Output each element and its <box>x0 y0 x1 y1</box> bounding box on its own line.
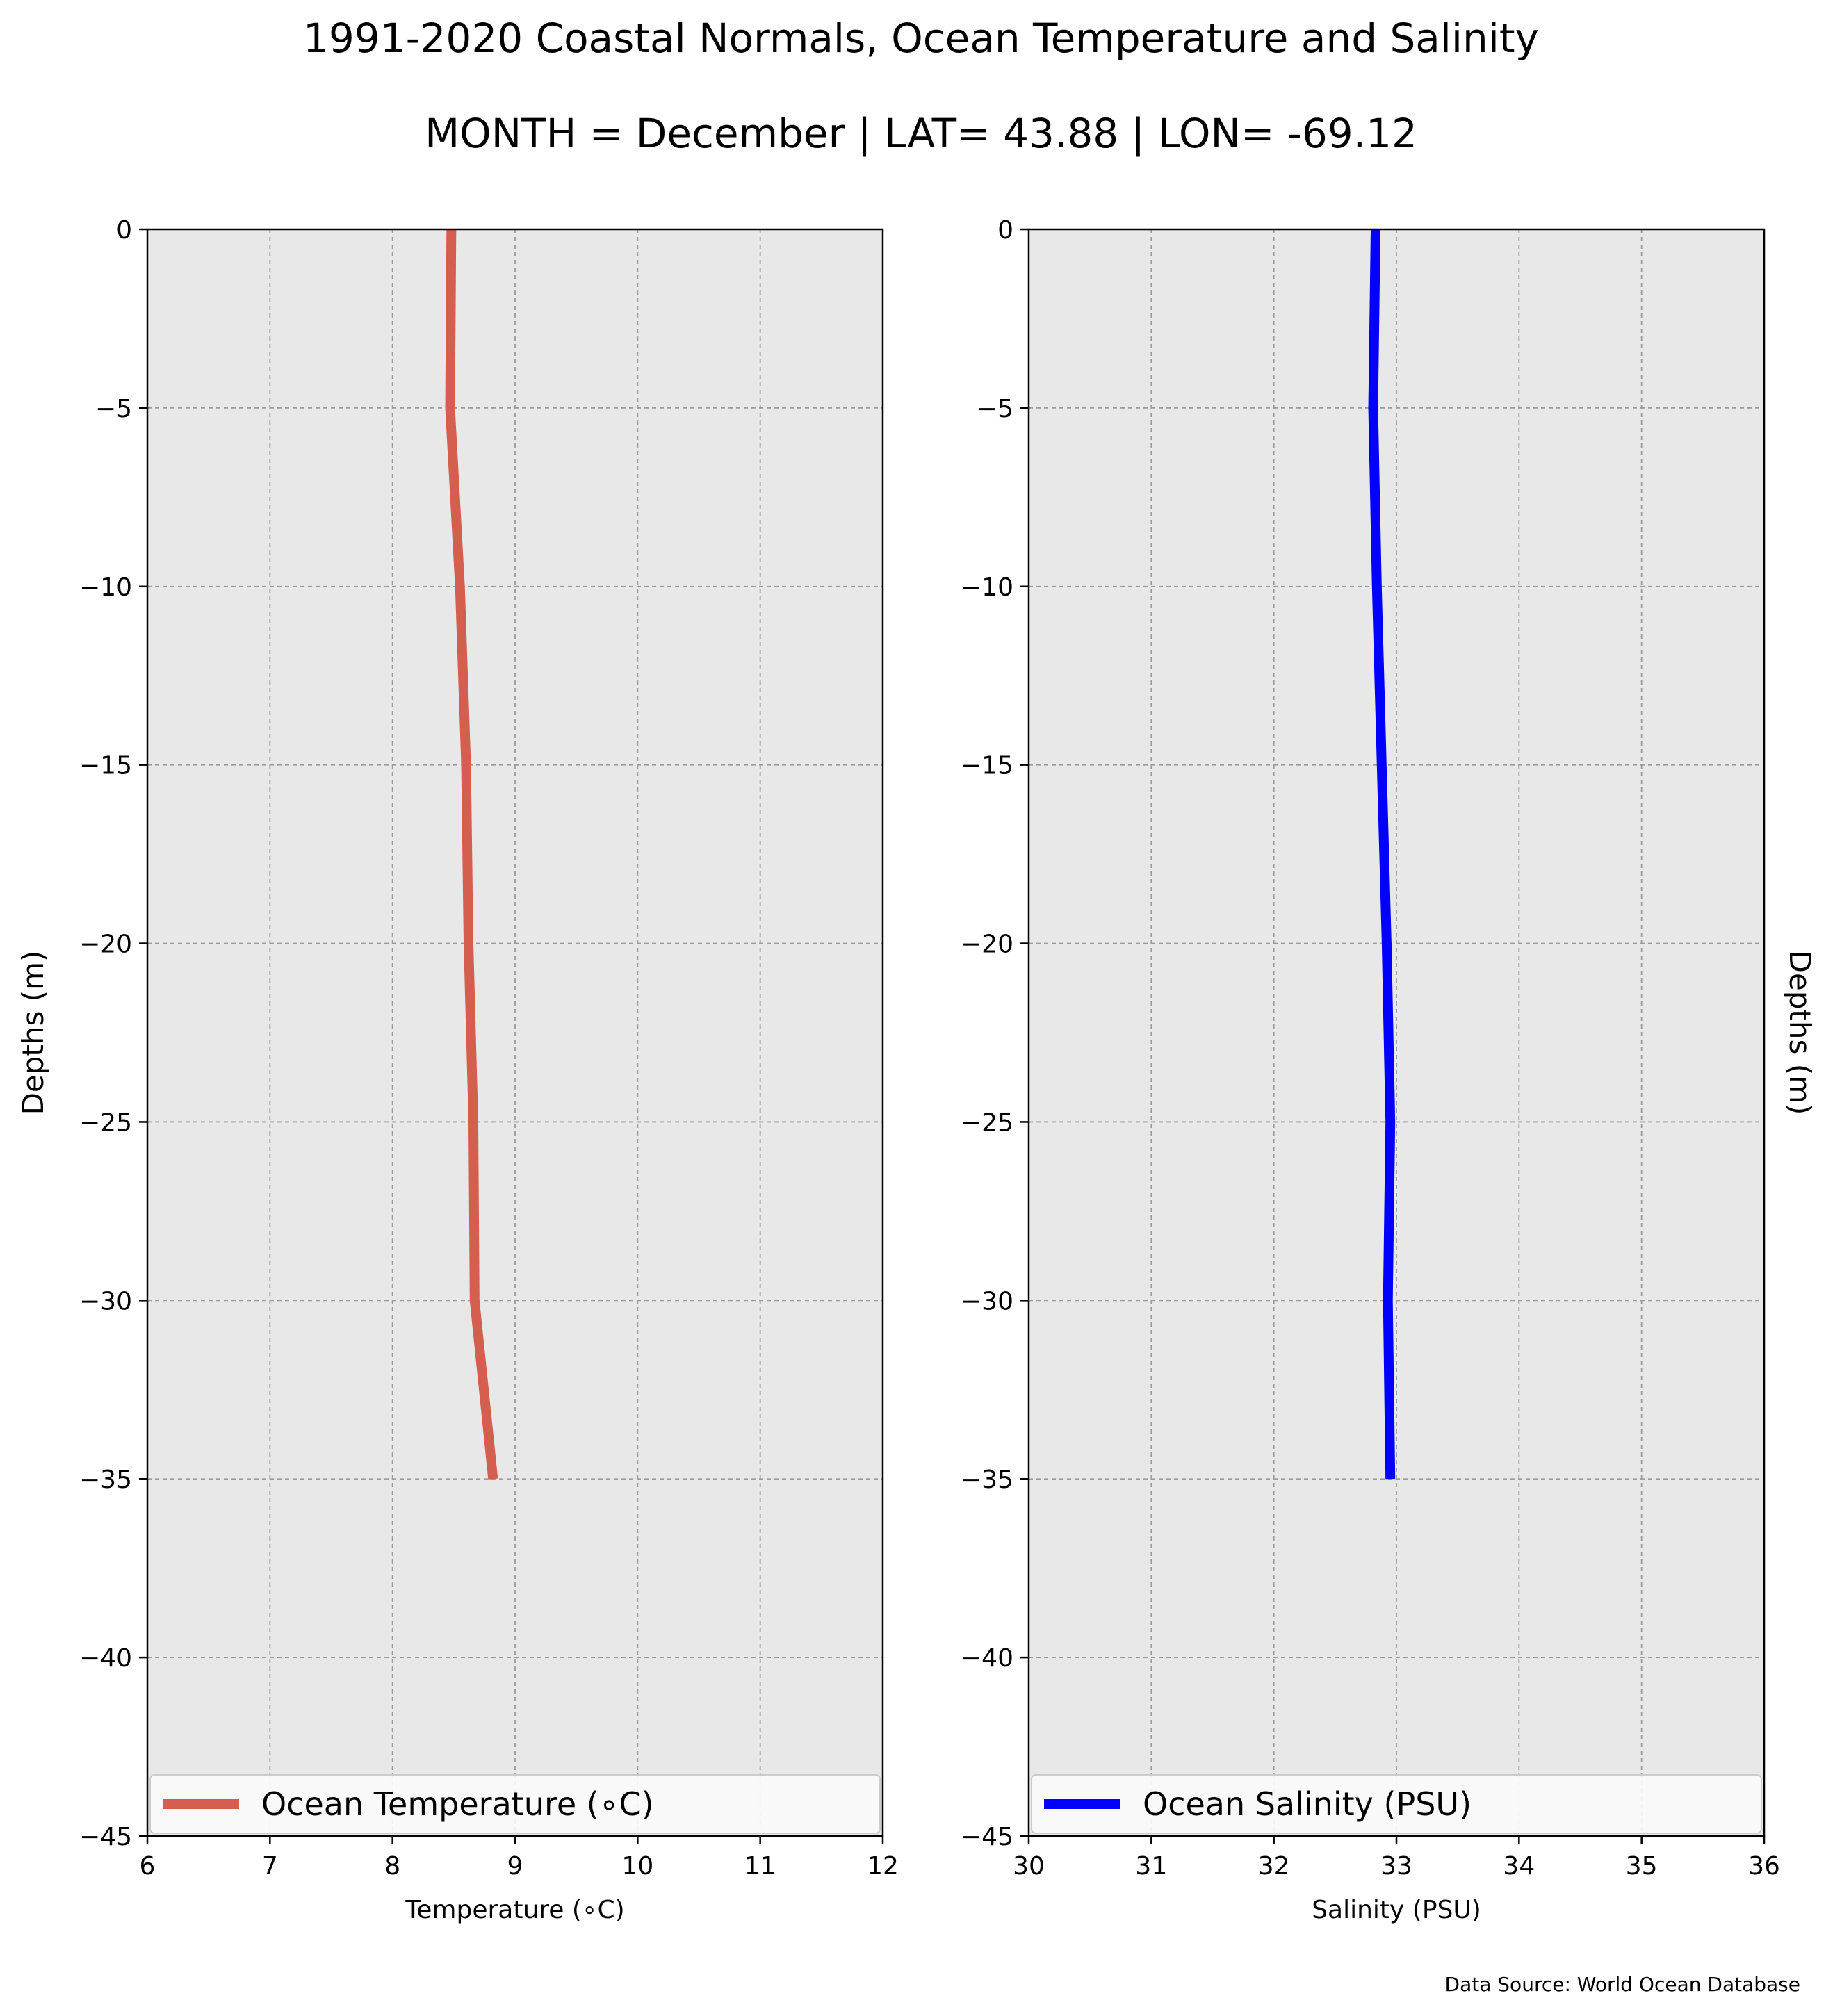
sal-x-tick-label: 30 <box>1013 1852 1045 1880</box>
sal-y-tick-label: −10 <box>961 573 1013 602</box>
sal-x-tick-label: 34 <box>1503 1852 1535 1880</box>
sal-x-tick-label: 35 <box>1626 1852 1658 1880</box>
temp-x-tick-label: 6 <box>140 1852 156 1880</box>
sal-y-tick-label: −5 <box>977 395 1013 423</box>
temperature-panel: 6 7 8 9 10 11 12 0 −5 −10 −15 −20 −25 −30 −35 −40 −45 Tem… <box>16 216 899 1924</box>
sal-y-tick-label: 0 <box>997 216 1013 245</box>
figure-subtitle: MONTH = December | LAT= 43.88 | LON= -69… <box>425 110 1417 157</box>
sal-legend-box <box>1031 1774 1762 1834</box>
sal-legend: Ocean Salinity (PSU) <box>1031 1774 1762 1834</box>
temp-legend: Ocean Temperature (∘C) <box>149 1774 881 1834</box>
temp-y-axis-label: Depths (m) <box>16 951 50 1115</box>
temp-y-tick-label: −30 <box>79 1287 132 1316</box>
sal-y-tick-label: −45 <box>961 1823 1013 1851</box>
temp-x-tick-label: 12 <box>867 1852 899 1880</box>
sal-y-tick-label: −25 <box>961 1108 1013 1137</box>
sal-x-axis-label: Salinity (PSU) <box>1312 1896 1481 1924</box>
sal-x-tick-label: 32 <box>1258 1852 1290 1880</box>
temp-x-axis-label: Temperature (∘C) <box>405 1896 624 1924</box>
sal-y-tick-label: −40 <box>961 1644 1013 1673</box>
temp-y-tick-label: −5 <box>95 395 132 423</box>
sal-legend-label: Ocean Salinity (PSU) <box>1143 1785 1472 1823</box>
sal-y-axis-label: Depths (m) <box>1783 951 1817 1115</box>
figure-title: 1991-2020 Coastal Normals, Ocean Tempera… <box>303 15 1539 62</box>
temp-legend-box <box>149 1774 881 1834</box>
temp-x-tick-label: 7 <box>262 1852 278 1880</box>
sal-series-line <box>1368 229 1396 1480</box>
temp-x-tick-label: 11 <box>744 1852 776 1880</box>
temp-x-tick-label: 9 <box>507 1852 523 1880</box>
sal-y-tick-label: −15 <box>961 752 1013 780</box>
sal-y-tick-label: −30 <box>961 1287 1013 1316</box>
salinity-panel: 30 31 32 33 34 35 36 0 −5 −10 −15 −20 −25 −30 −35 −40 −4… <box>961 216 1817 1924</box>
temp-x-tick-label: 8 <box>384 1852 400 1880</box>
sal-x-tick-label: 33 <box>1380 1852 1412 1880</box>
temp-y-tick-label: −10 <box>79 573 132 602</box>
temp-legend-label: Ocean Temperature (∘C) <box>261 1785 654 1823</box>
temp-y-tick-label: 0 <box>116 216 132 245</box>
sal-x-tick-label: 31 <box>1135 1852 1167 1880</box>
temp-x-tick-label: 10 <box>621 1852 653 1880</box>
sal-x-tick-label: 36 <box>1748 1852 1780 1880</box>
data-source-note: Data Source: World Ocean Database <box>1445 1973 1800 1996</box>
sal-y-tick-label: −20 <box>961 931 1013 959</box>
temp-series-line <box>445 229 498 1480</box>
sal-y-tick-label: −35 <box>961 1466 1013 1494</box>
temp-y-tick-label: −15 <box>79 752 132 780</box>
temp-y-tick-label: −40 <box>79 1644 132 1673</box>
temp-y-tick-label: −45 <box>79 1823 132 1851</box>
temp-y-tick-label: −25 <box>79 1108 132 1137</box>
temp-y-tick-label: −35 <box>79 1466 132 1494</box>
temp-y-tick-label: −20 <box>79 931 132 959</box>
